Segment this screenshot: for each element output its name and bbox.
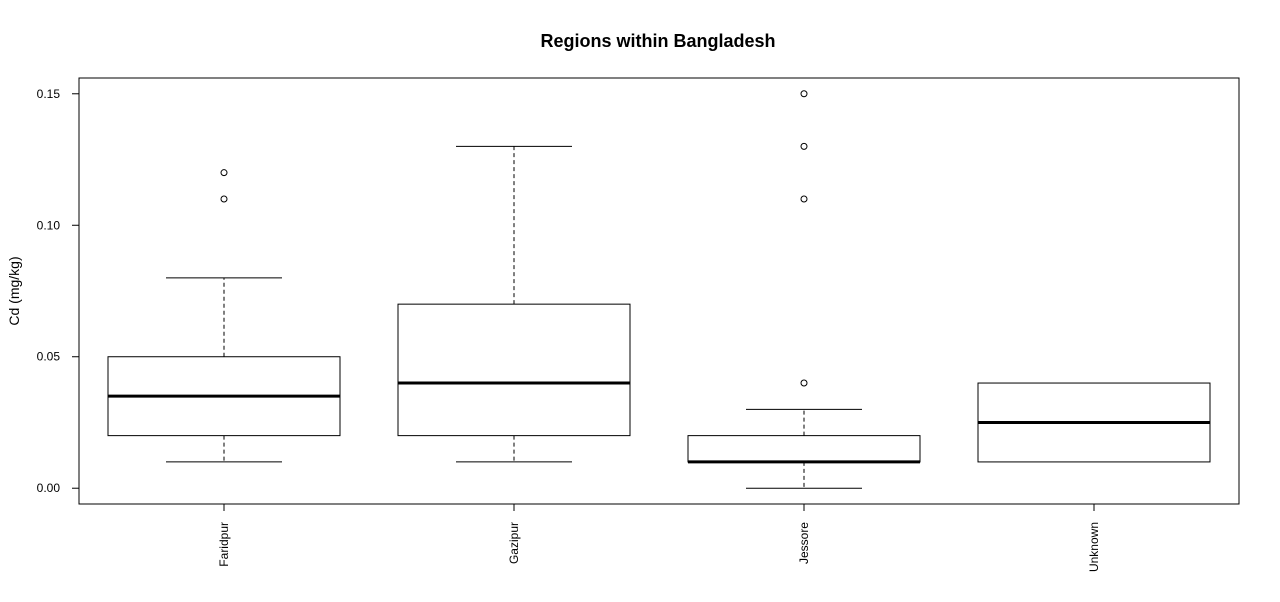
x-tick-label: Jessore [797, 522, 811, 564]
outlier-point [800, 379, 808, 387]
iqr-box [687, 435, 921, 463]
outlier-point [800, 90, 808, 98]
box-faridpur [107, 169, 341, 463]
y-tick-label: 0.00 [37, 481, 61, 495]
outlier-point [800, 195, 808, 203]
chart-title: Regions within Bangladesh [540, 31, 775, 51]
boxes-group [107, 90, 1211, 489]
y-tick-label: 0.15 [37, 87, 61, 101]
outlier-point [220, 195, 228, 203]
box-jessore [687, 90, 921, 489]
y-tick-label: 0.10 [37, 218, 61, 232]
x-axis: Faridpur Gazipur Jessore Unknown [217, 503, 1101, 572]
x-tick-label: Gazipur [507, 522, 521, 564]
x-tick-label: Unknown [1087, 522, 1101, 572]
x-tick-label: Faridpur [217, 522, 231, 567]
y-axis: 0.00 0.05 0.10 0.15 [37, 87, 80, 495]
y-tick-label: 0.05 [37, 350, 61, 364]
outlier-point [800, 142, 808, 150]
iqr-box [397, 303, 631, 437]
outlier-point [220, 169, 228, 177]
box-gazipur [397, 145, 631, 463]
box-unknown [977, 382, 1211, 463]
y-axis-label: Cd (mg/kg) [6, 256, 22, 325]
